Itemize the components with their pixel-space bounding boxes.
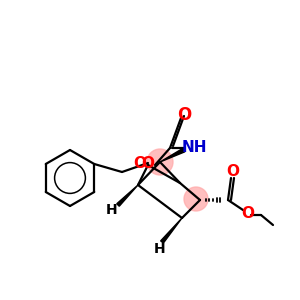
Text: O: O: [177, 106, 191, 124]
Text: H: H: [154, 242, 166, 256]
Polygon shape: [117, 185, 138, 206]
Circle shape: [147, 149, 173, 175]
Text: H: H: [106, 203, 118, 217]
Polygon shape: [160, 148, 185, 162]
Text: O: O: [134, 157, 146, 172]
Text: O: O: [242, 206, 254, 221]
Polygon shape: [161, 218, 182, 243]
Text: O: O: [142, 155, 154, 170]
Text: O: O: [226, 164, 239, 179]
Circle shape: [184, 187, 208, 211]
Text: NH: NH: [181, 140, 207, 154]
